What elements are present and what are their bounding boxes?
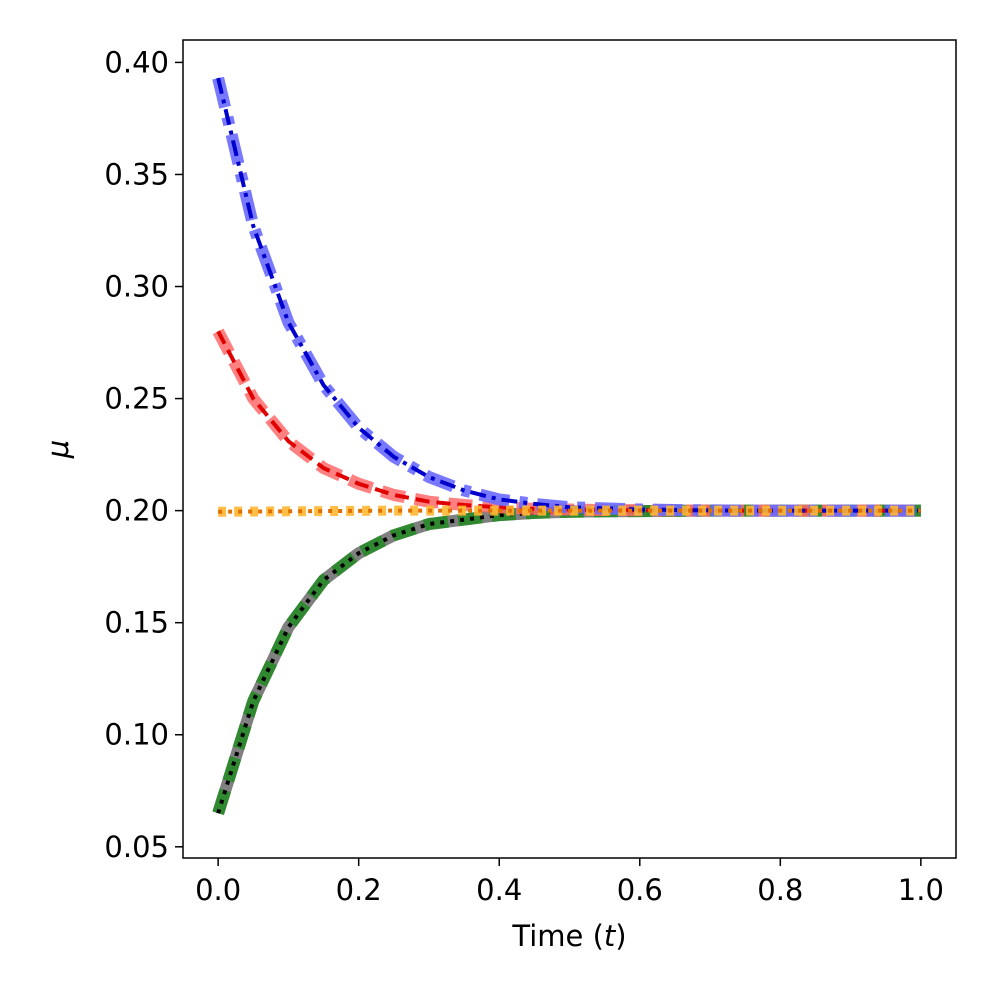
y-tick-label: 0.05 bbox=[104, 830, 169, 864]
x-axis: 0.0 0.2 0.4 0.6 0.8 1.0 bbox=[195, 858, 944, 907]
x-tick-label: 0.2 bbox=[336, 873, 382, 907]
series-line-7 bbox=[218, 505, 921, 517]
x-axis-label-text: Time ( bbox=[511, 919, 604, 953]
x-axis-label-close: ) bbox=[615, 919, 626, 953]
y-tick-label: 0.15 bbox=[104, 606, 169, 640]
series-line-6 bbox=[216, 77, 921, 513]
x-tick-label: 1.0 bbox=[898, 873, 944, 907]
x-tick-label: 0.8 bbox=[757, 873, 803, 907]
y-axis: 0.05 0.10 0.15 0.20 0.25 0.30 0.35 0.40 bbox=[104, 45, 183, 864]
series-layer bbox=[212, 76, 921, 815]
y-tick-label: 0.30 bbox=[104, 270, 169, 304]
x-axis-label: Time (t) bbox=[511, 919, 626, 953]
series-line-1 bbox=[212, 504, 921, 815]
series-line-5 bbox=[212, 76, 921, 517]
y-tick-label: 0.25 bbox=[104, 382, 169, 416]
y-tick-label: 0.35 bbox=[104, 157, 169, 191]
series-line-3 bbox=[212, 328, 921, 517]
y-tick-label: 0.40 bbox=[104, 45, 169, 79]
plot-area-frame bbox=[182, 39, 957, 859]
y-tick-label: 0.20 bbox=[104, 494, 169, 528]
series-line-8 bbox=[218, 508, 921, 514]
x-tick-label: 0.4 bbox=[476, 873, 522, 907]
y-axis-label: μ bbox=[41, 440, 75, 459]
series-line-2 bbox=[216, 508, 921, 814]
x-tick-label: 0.0 bbox=[195, 873, 241, 907]
series-line-0 bbox=[212, 504, 921, 815]
series-line-4 bbox=[216, 330, 921, 513]
x-tick-label: 0.6 bbox=[617, 873, 663, 907]
x-axis-label-var: t bbox=[604, 919, 617, 953]
y-tick-label: 0.10 bbox=[104, 718, 169, 752]
